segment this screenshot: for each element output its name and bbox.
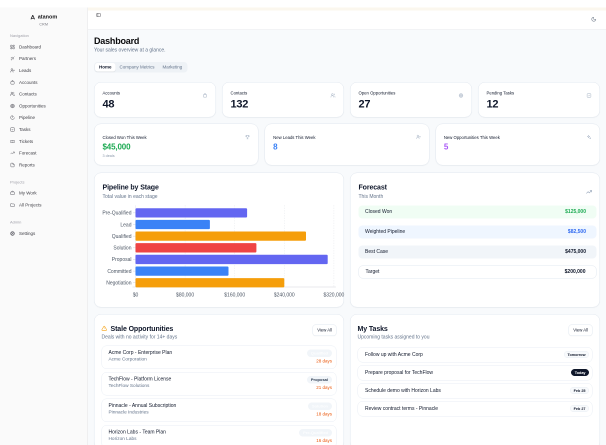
svg-text:$320,000: $320,000 xyxy=(323,292,344,298)
svg-text:Solution: Solution xyxy=(113,245,131,251)
svg-text:Proposal: Proposal xyxy=(112,257,132,263)
svg-text:Lead: Lead xyxy=(120,222,131,228)
svg-text:Negotiation: Negotiation xyxy=(106,280,132,286)
svg-text:Committed: Committed xyxy=(107,269,131,275)
svg-text:$160,000: $160,000 xyxy=(224,292,245,298)
svg-text:$0: $0 xyxy=(133,292,139,298)
svg-text:Qualified: Qualified xyxy=(112,234,132,240)
svg-text:Pre-Qualified: Pre-Qualified xyxy=(102,210,131,216)
svg-text:$80,000: $80,000 xyxy=(176,292,194,298)
svg-text:$240,000: $240,000 xyxy=(274,292,295,298)
